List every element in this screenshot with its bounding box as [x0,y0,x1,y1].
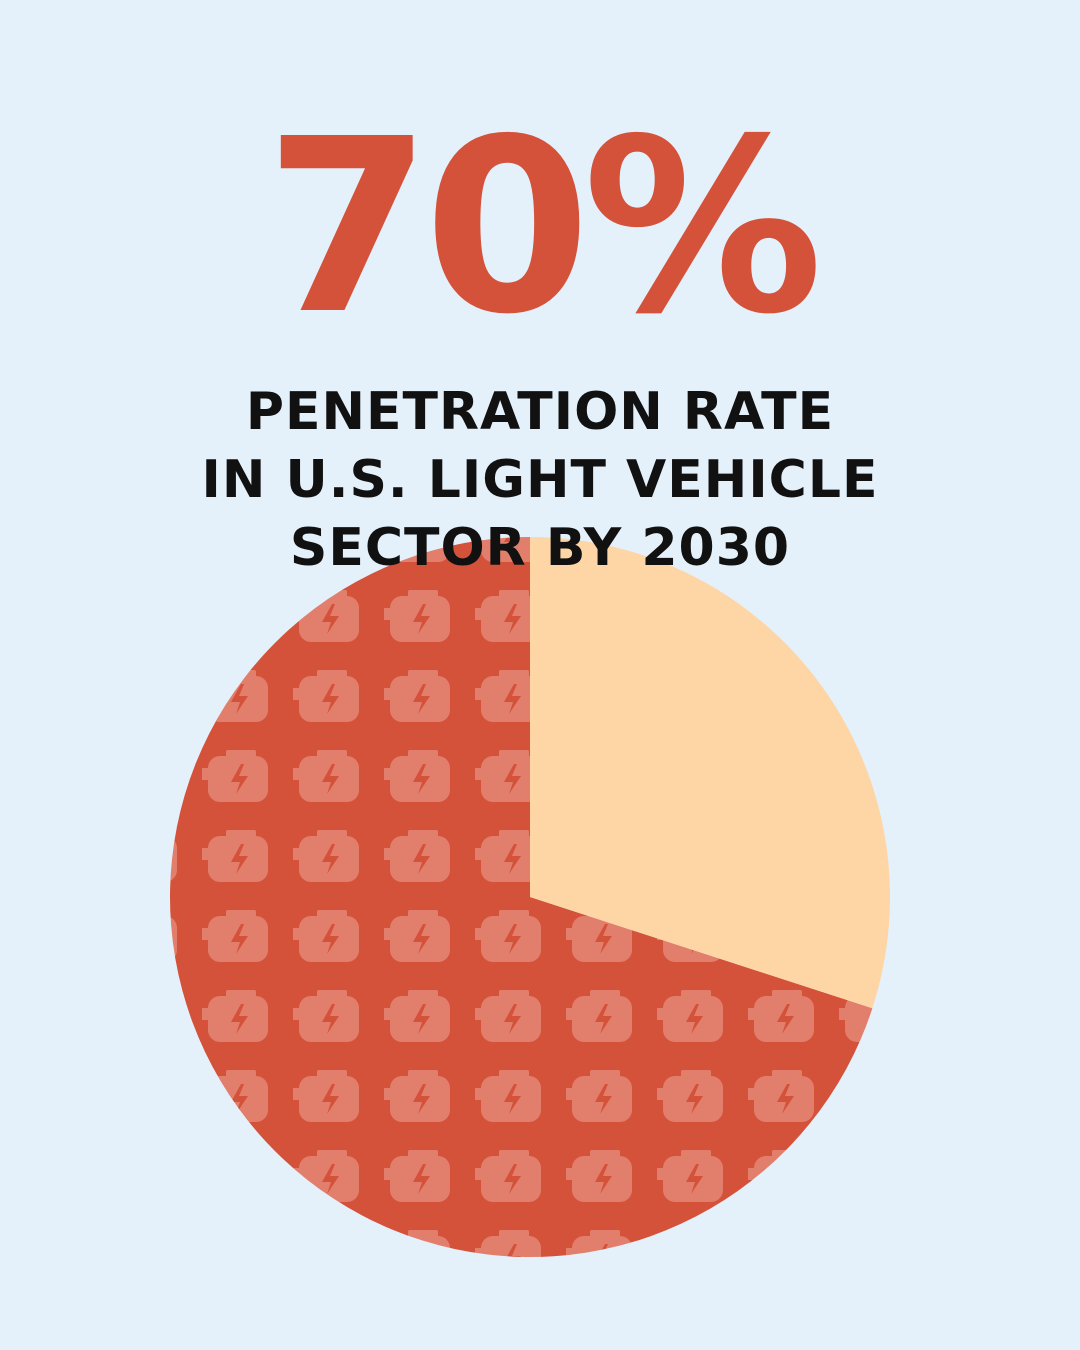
headline-value: 70% [265,87,816,367]
subtitle: PENETRATION RATE IN U.S. LIGHT VEHICLE S… [201,382,879,578]
pie [170,537,891,1257]
pie-slice [530,537,891,1009]
pie-slice [170,537,873,1257]
